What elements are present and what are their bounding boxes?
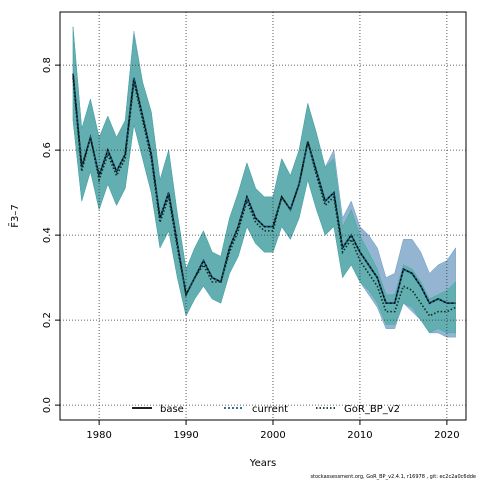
series-lines <box>72 73 456 317</box>
line-GoR_BP_v2 <box>72 77 456 317</box>
x-axis-label: Years <box>249 458 276 469</box>
band-GoR_BP_v2 <box>72 26 456 334</box>
x-tick-label: 2020 <box>434 430 459 441</box>
y-tick-label: 0.8 <box>42 57 53 73</box>
y-tick-label: 0.0 <box>42 397 53 413</box>
x-tick-label: 1990 <box>173 430 198 441</box>
y-tick-label: 0.4 <box>42 227 53 243</box>
legend-label-GoR_BP_v2: GoR_BP_v2 <box>344 404 400 415</box>
footer-credit: stockassessment.org, GoR_BP_v2.4.1, r169… <box>310 474 476 480</box>
grid-lines <box>60 12 466 420</box>
y-axis-label: F̄3–7 <box>8 204 21 227</box>
y-tick-label: 0.6 <box>42 142 53 158</box>
plot-frame <box>59 11 467 421</box>
y-axis-ticks: 0.0 0.2 0.4 0.6 0.8 <box>42 57 60 413</box>
line-current <box>72 73 456 305</box>
x-axis-ticks: 1980 1990 2000 2010 2020 <box>86 420 460 441</box>
y-tick-label: 0.2 <box>42 312 53 328</box>
x-tick-label: 2010 <box>347 430 372 441</box>
legend: base current GoR_BP_v2 <box>132 404 400 415</box>
legend-label-current: current <box>252 404 288 415</box>
legend-label-base: base <box>160 404 184 415</box>
x-tick-label: 2000 <box>260 430 285 441</box>
confidence-bands <box>72 26 456 338</box>
x-tick-label: 1980 <box>86 430 111 441</box>
